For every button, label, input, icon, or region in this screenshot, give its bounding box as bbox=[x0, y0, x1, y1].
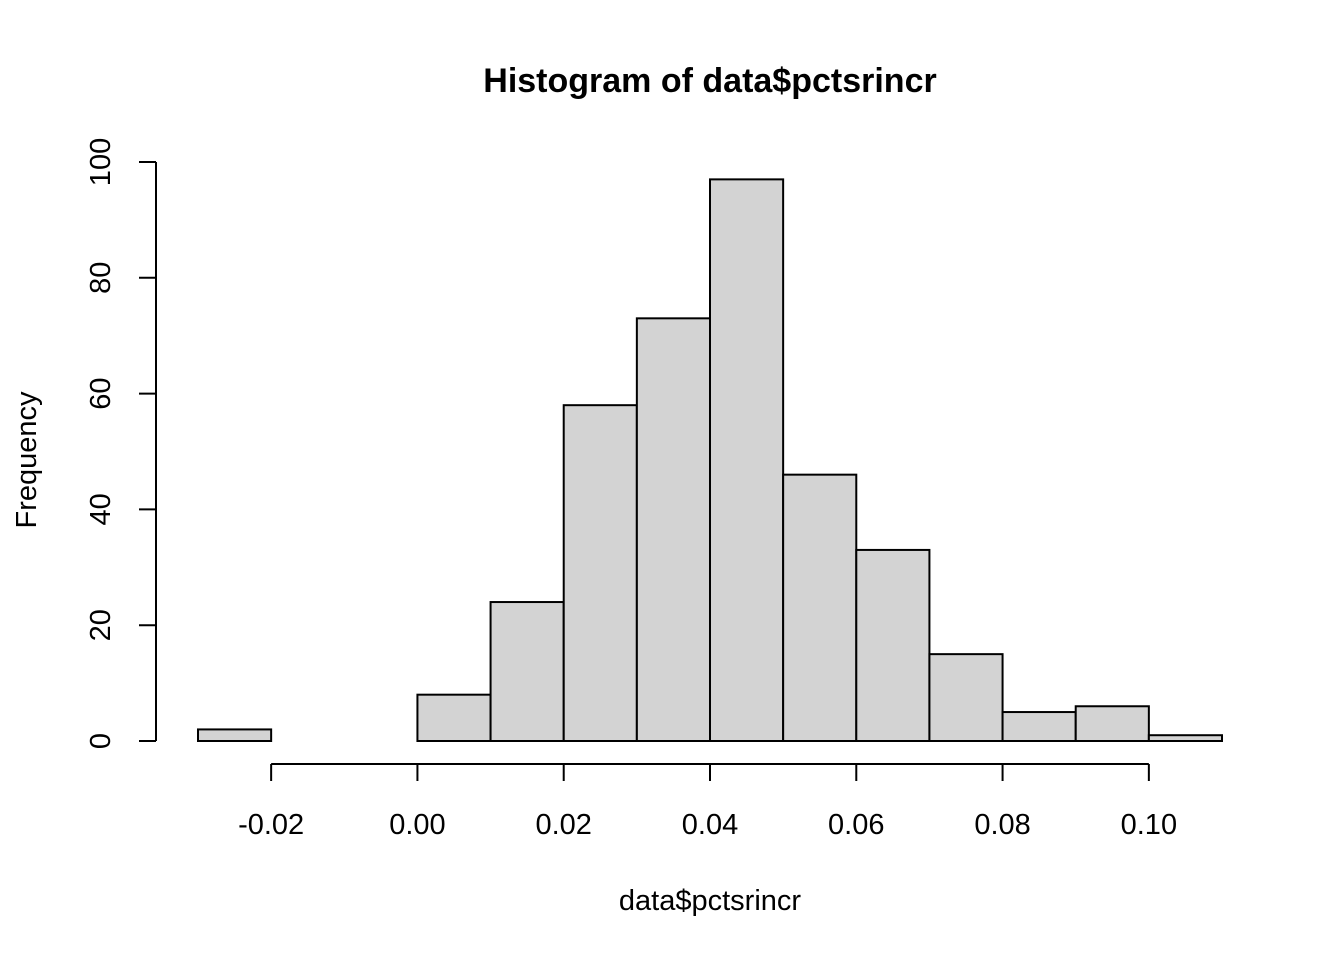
bars-group bbox=[197, 178, 1224, 743]
x-tick-label: 0.08 bbox=[974, 809, 1030, 841]
chart-title: Histogram of data$pctsrincr bbox=[483, 62, 936, 100]
histogram-bar-12 bbox=[1074, 705, 1150, 743]
x-tick-label: -0.02 bbox=[238, 809, 304, 841]
y-tick-label: 0 bbox=[85, 733, 117, 749]
x-axis: -0.02 0.00 0.02 0.04 0.06 0.08 0.10 bbox=[238, 763, 1177, 841]
y-axis-label: Frequency bbox=[11, 391, 43, 529]
histogram-bar-5 bbox=[562, 404, 638, 742]
y-tick-label: 80 bbox=[85, 262, 117, 294]
histogram-bar-11 bbox=[1001, 711, 1077, 742]
x-tick-label: 0.06 bbox=[828, 809, 884, 841]
histogram-bar-13 bbox=[1147, 734, 1224, 743]
histogram-bar-0 bbox=[197, 728, 273, 742]
y-axis: 0 20 40 60 80 100 bbox=[85, 138, 157, 749]
histogram-bar-7 bbox=[709, 178, 785, 742]
x-tick-label: 0.02 bbox=[535, 809, 591, 841]
histogram-bar-10 bbox=[928, 653, 1004, 743]
x-tick-label: 0.10 bbox=[1121, 809, 1177, 841]
histogram-bar-9 bbox=[855, 548, 931, 742]
y-tick-label: 60 bbox=[85, 377, 117, 409]
y-tick-label: 100 bbox=[85, 138, 117, 186]
y-tick-label: 20 bbox=[85, 609, 117, 641]
histogram-bar-6 bbox=[635, 317, 711, 742]
y-tick-label: 40 bbox=[85, 493, 117, 525]
histogram-bar-8 bbox=[782, 473, 858, 742]
x-axis-label: data$pctsrincr bbox=[619, 885, 801, 917]
x-tick-label: 0.04 bbox=[682, 809, 738, 841]
x-tick-label: 0.00 bbox=[389, 809, 445, 841]
histogram-bar-4 bbox=[489, 601, 565, 742]
histogram-bar-3 bbox=[416, 693, 492, 742]
